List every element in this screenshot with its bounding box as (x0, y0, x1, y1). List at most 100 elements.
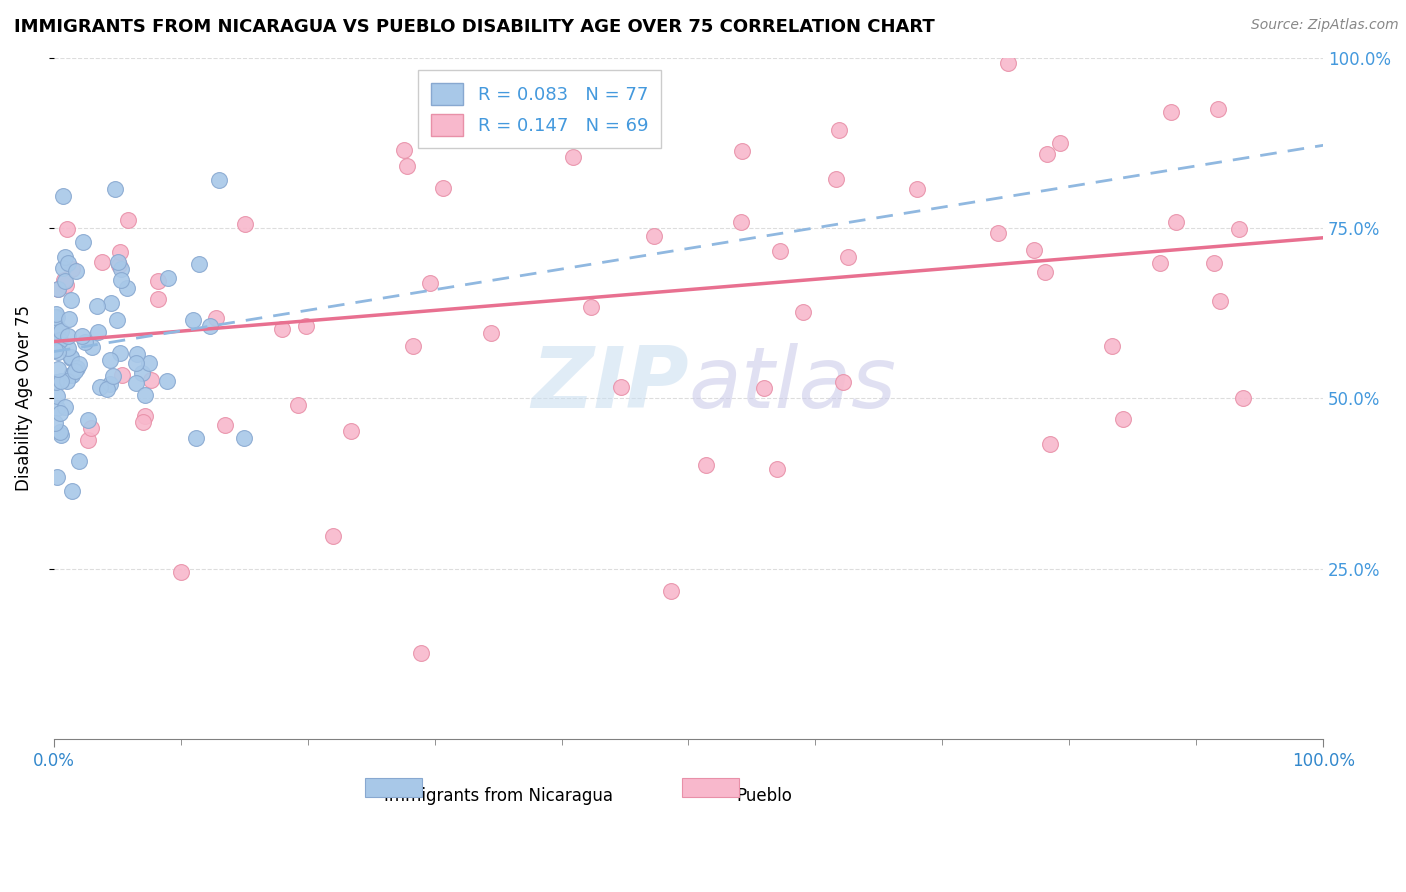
Point (90, 255, 112, 269)
Point (610, 380, 633, 394)
Point (769, 244, 792, 258)
Point (67, 454, 90, 468)
Point (44, 416, 66, 430)
Point (146, 275, 169, 289)
Point (111, 368, 134, 382)
Point (55, 221, 77, 235)
Point (56, 341, 79, 355)
Point (70, 329, 93, 343)
Point (44, 310, 66, 325)
Point (46, 336, 69, 351)
Point (117, 213, 139, 227)
Text: IMMIGRANTS FROM NICARAGUA VS PUEBLO DISABILITY AGE OVER 75 CORRELATION CHART: IMMIGRANTS FROM NICARAGUA VS PUEBLO DISA… (14, 18, 935, 36)
Point (402, 339, 425, 353)
Point (48, 406, 70, 420)
Point (752, 381, 775, 395)
Point (287, 398, 309, 412)
Point (108, 244, 131, 259)
Point (432, 181, 454, 195)
Point (110, 273, 132, 287)
Point (60, 293, 83, 307)
Point (75, 334, 97, 349)
Point (49, 425, 72, 439)
Point (409, 646, 432, 660)
Point (139, 373, 162, 387)
Point (1208, 293, 1230, 308)
Point (107, 255, 129, 269)
Point (170, 565, 193, 579)
Point (1164, 215, 1187, 229)
Point (96, 382, 118, 396)
Point (322, 529, 344, 543)
Point (76, 413, 98, 427)
Point (124, 376, 146, 390)
Point (49, 324, 72, 338)
FancyBboxPatch shape (682, 778, 740, 797)
Point (58, 312, 80, 326)
Point (45, 375, 67, 389)
Point (340, 425, 363, 439)
Point (1039, 436, 1062, 450)
Point (1149, 255, 1171, 269)
Point (55, 275, 77, 289)
Point (1049, 136, 1071, 150)
Point (49, 333, 72, 347)
Point (101, 369, 124, 384)
Point (105, 313, 128, 327)
Point (44, 334, 66, 348)
Point (60, 484, 83, 499)
Point (828, 123, 851, 137)
Point (59, 368, 82, 383)
Point (110, 345, 132, 359)
Point (60, 262, 83, 277)
Point (125, 356, 148, 370)
Point (46, 282, 69, 296)
Point (51, 189, 73, 203)
Point (1232, 392, 1254, 406)
Point (87, 325, 110, 339)
Point (1033, 265, 1056, 279)
Point (562, 150, 585, 164)
Point (997, 56, 1019, 70)
Point (86, 299, 108, 313)
Point (66, 361, 89, 376)
Y-axis label: Disability Age Over 75: Disability Age Over 75 (15, 305, 32, 491)
Point (60, 368, 83, 383)
Point (56, 329, 79, 343)
Point (134, 409, 156, 424)
Point (643, 229, 665, 244)
Point (208, 173, 231, 187)
Point (44, 343, 66, 357)
Point (186, 431, 208, 445)
Point (766, 462, 789, 476)
Point (824, 172, 846, 186)
Point (60, 351, 83, 365)
Point (82, 340, 104, 354)
Point (1036, 147, 1059, 161)
Point (138, 356, 160, 370)
Point (108, 258, 131, 272)
Point (987, 226, 1010, 240)
Point (198, 318, 221, 333)
Point (579, 301, 602, 315)
Point (110, 262, 132, 277)
Text: atlas: atlas (689, 343, 897, 426)
Point (792, 305, 814, 319)
Legend: R = 0.083   N = 77, R = 0.147   N = 69: R = 0.083 N = 77, R = 0.147 N = 69 (418, 70, 661, 148)
Point (519, 72, 541, 87)
Point (89, 379, 111, 393)
Point (45, 470, 67, 484)
Point (1227, 222, 1250, 236)
Point (1160, 105, 1182, 120)
Point (72, 235, 94, 249)
Point (46, 345, 69, 359)
Point (56, 375, 79, 389)
Point (98, 352, 121, 367)
Point (53, 273, 76, 287)
Point (155, 374, 177, 388)
Point (832, 375, 855, 389)
Point (659, 583, 682, 598)
Point (100, 377, 122, 392)
Point (46, 361, 69, 376)
Point (104, 182, 127, 196)
